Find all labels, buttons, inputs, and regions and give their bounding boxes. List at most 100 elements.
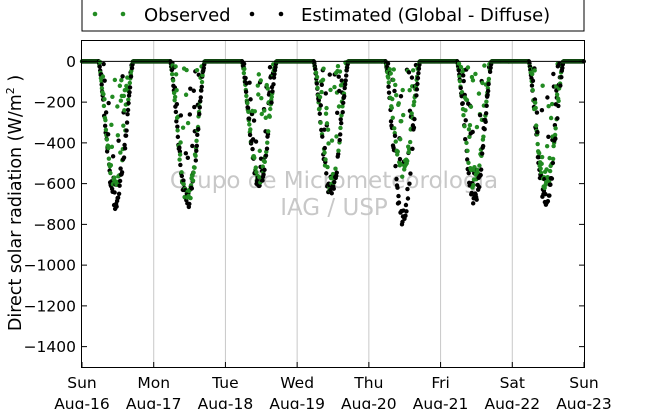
estimated-point	[560, 65, 565, 71]
observed-point	[97, 59, 103, 65]
estimated-point	[263, 153, 269, 158]
observed-point	[391, 67, 396, 72]
estimated-point	[478, 172, 483, 178]
estimated-point	[335, 110, 340, 116]
observed-point	[257, 148, 262, 154]
observed-point	[246, 109, 251, 115]
estimated-point	[458, 85, 463, 91]
estimated-point	[393, 163, 398, 169]
estimated-point	[550, 160, 556, 166]
estimated-point	[179, 173, 185, 179]
observed-point	[314, 74, 320, 80]
estimated-point	[245, 105, 251, 111]
observed-point	[466, 160, 471, 165]
observed-point	[328, 87, 333, 93]
legend-marker-observed	[92, 11, 98, 17]
observed-point	[183, 92, 189, 97]
estimated-point	[474, 197, 479, 202]
observed-point	[313, 70, 319, 75]
observed-point	[260, 164, 265, 169]
x-tick-label-date: Aug-19	[269, 395, 325, 409]
observed-point	[540, 83, 545, 88]
observed-point	[332, 84, 337, 90]
estimated-point	[482, 126, 487, 132]
estimated-point	[488, 65, 493, 70]
observed-point	[170, 78, 176, 83]
observed-point	[192, 165, 197, 170]
observed-point	[256, 72, 261, 77]
estimated-point	[461, 73, 466, 78]
observed-point	[324, 105, 329, 111]
observed-point	[262, 159, 267, 165]
observed-point	[340, 104, 345, 109]
observed-point	[401, 112, 406, 118]
observed-point	[530, 71, 535, 77]
observed-point	[471, 182, 476, 188]
observed-point	[392, 126, 397, 131]
y-tick-label: −200	[33, 94, 76, 112]
legend-label-estimated: Estimated (Global - Diffuse)	[301, 5, 550, 26]
estimated-point	[121, 155, 127, 160]
estimated-point	[174, 101, 180, 107]
x-tick-label-date: Aug-16	[54, 395, 110, 409]
y-axis-title: Direct solar radiation (W/m2 )	[4, 75, 26, 331]
observed-point	[556, 98, 561, 104]
estimated-point	[178, 162, 183, 168]
observed-point	[259, 111, 264, 117]
estimated-point	[129, 65, 135, 71]
estimated-point	[536, 154, 542, 160]
observed-point	[539, 161, 544, 167]
estimated-point	[125, 107, 131, 113]
observed-point	[252, 155, 257, 160]
estimated-point	[175, 134, 181, 140]
estimated-point	[271, 82, 276, 87]
estimated-point	[332, 179, 337, 185]
estimated-point	[410, 146, 415, 151]
observed-point	[386, 80, 391, 85]
observed-point	[387, 67, 392, 72]
estimated-point	[338, 132, 343, 137]
estimated-point	[331, 186, 336, 191]
estimated-point	[196, 126, 201, 132]
estimated-point	[102, 123, 108, 129]
estimated-point	[545, 199, 551, 204]
observed-point	[179, 170, 184, 175]
estimated-point	[125, 112, 130, 117]
observed-point	[466, 127, 472, 132]
observed-point	[477, 163, 482, 168]
estimated-point	[408, 171, 413, 176]
estimated-point	[558, 83, 563, 88]
observed-point	[329, 138, 335, 143]
estimated-point	[545, 95, 550, 100]
estimated-point	[250, 137, 256, 142]
observed-point	[193, 153, 198, 159]
observed-point	[244, 93, 249, 99]
estimated-point	[122, 146, 128, 151]
estimated-point	[181, 178, 186, 183]
estimated-point	[400, 219, 405, 225]
estimated-point	[470, 129, 475, 135]
observed-point	[117, 83, 123, 88]
estimated-point	[201, 65, 206, 71]
observed-point	[533, 105, 538, 111]
observed-point	[194, 138, 199, 144]
observed-point	[400, 87, 405, 93]
estimated-point	[197, 111, 202, 117]
observed-point	[472, 165, 477, 170]
estimated-point	[117, 178, 123, 184]
observed-point	[333, 166, 338, 171]
observed-point	[411, 99, 417, 104]
observed-point	[391, 77, 396, 83]
estimated-point	[106, 100, 111, 106]
estimated-point	[119, 170, 125, 175]
estimated-point	[117, 183, 122, 188]
observed-point	[325, 164, 330, 170]
x-tick-label-date: Aug-22	[484, 395, 540, 409]
estimated-point	[313, 66, 318, 72]
estimated-point	[187, 201, 192, 207]
estimated-point	[392, 88, 397, 94]
observed-point	[482, 63, 487, 68]
estimated-point	[411, 125, 417, 130]
estimated-point	[559, 74, 564, 80]
estimated-point	[241, 61, 247, 67]
